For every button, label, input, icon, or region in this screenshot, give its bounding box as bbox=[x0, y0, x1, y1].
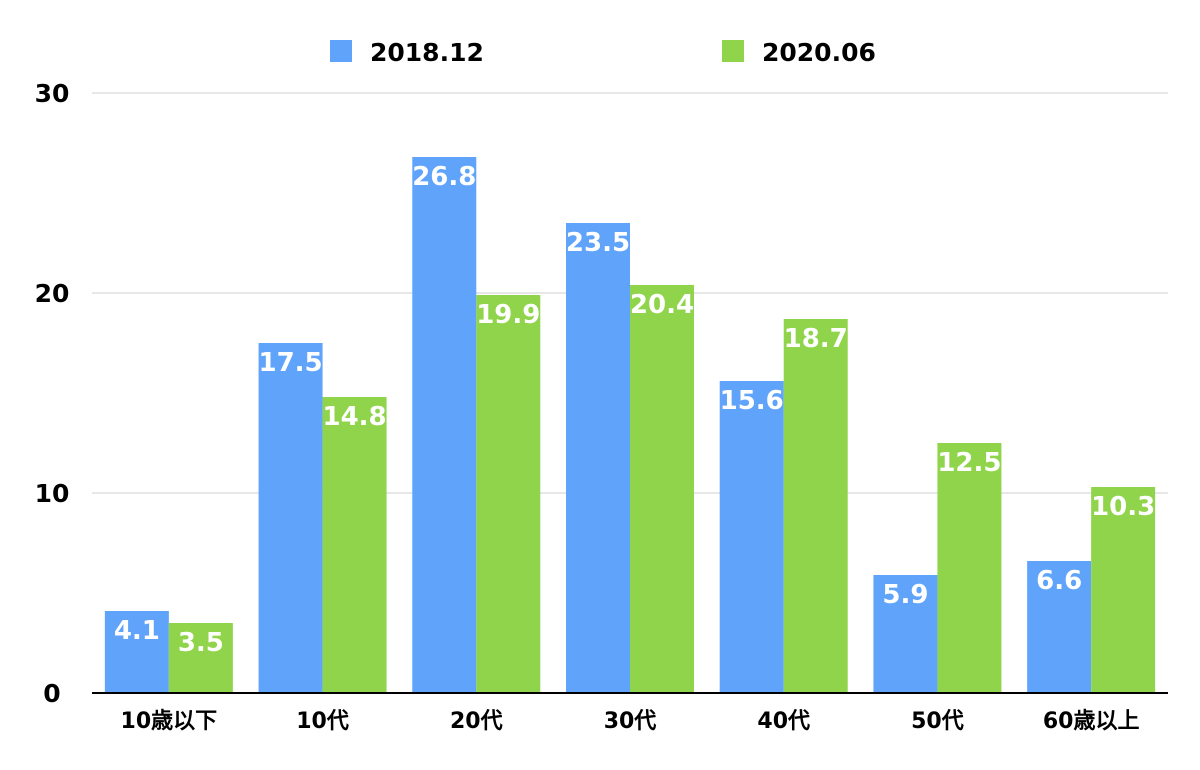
bar bbox=[258, 343, 323, 693]
y-tick-label: 0 bbox=[43, 679, 60, 708]
bar-value-label: 4.1 bbox=[114, 616, 160, 646]
x-tick-label: 10代 bbox=[296, 709, 349, 734]
bar-value-label: 3.5 bbox=[178, 628, 224, 658]
bar bbox=[412, 157, 477, 693]
x-tick-label: 30代 bbox=[604, 709, 657, 734]
legend-label: 2020.06 bbox=[762, 38, 876, 67]
legend-swatch bbox=[722, 40, 744, 62]
x-tick-label: 10歳以下 bbox=[121, 709, 218, 734]
bars bbox=[104, 157, 1156, 693]
x-tick-label: 50代 bbox=[911, 709, 964, 734]
y-tick-label: 20 bbox=[35, 279, 70, 308]
bar-value-label: 14.8 bbox=[322, 402, 386, 432]
legend-label: 2018.12 bbox=[370, 38, 484, 67]
bar bbox=[1027, 561, 1092, 693]
bar-value-label: 17.5 bbox=[258, 348, 322, 378]
bar bbox=[104, 611, 169, 693]
bar bbox=[168, 623, 233, 693]
data-labels: 4.1 3.5 17.514.8 26.8 19.9 23.5 20.4 15.6 18.7 5.… bbox=[114, 162, 1155, 658]
bar bbox=[937, 443, 1002, 693]
axes: 0 10 20 30 10歳以下 10代 20代 30代 40代 50代 60歳以上 bbox=[35, 79, 1168, 734]
bar-value-label: 15.6 bbox=[720, 386, 784, 416]
x-tick-label: 60歳以上 bbox=[1043, 709, 1140, 734]
bar-value-label: 12.5 bbox=[937, 448, 1001, 478]
bar bbox=[1091, 487, 1156, 693]
bar-value-label: 20.4 bbox=[630, 290, 694, 320]
bar bbox=[873, 575, 938, 693]
bar-value-label: 19.9 bbox=[476, 300, 540, 330]
bar-value-label: 10.3 bbox=[1091, 492, 1155, 522]
bar bbox=[719, 381, 784, 693]
y-tick-label: 10 bbox=[35, 479, 70, 508]
x-tick-label: 40代 bbox=[757, 709, 810, 734]
y-tick-label: 30 bbox=[35, 79, 70, 108]
legend-swatch bbox=[330, 40, 352, 62]
legend: 2018.12 2020.06 bbox=[330, 38, 876, 67]
bar-value-label: 18.7 bbox=[784, 324, 848, 354]
bar bbox=[783, 319, 848, 693]
bar-value-label: 23.5 bbox=[566, 228, 630, 258]
x-tick-label: 20代 bbox=[450, 709, 503, 734]
bar bbox=[322, 397, 387, 693]
bar-value-label: 26.8 bbox=[412, 162, 476, 192]
bar-value-label: 5.9 bbox=[882, 580, 928, 610]
bar bbox=[566, 223, 630, 693]
bar bbox=[630, 285, 694, 693]
bar bbox=[476, 295, 541, 693]
bar-value-label: 6.6 bbox=[1036, 566, 1082, 596]
